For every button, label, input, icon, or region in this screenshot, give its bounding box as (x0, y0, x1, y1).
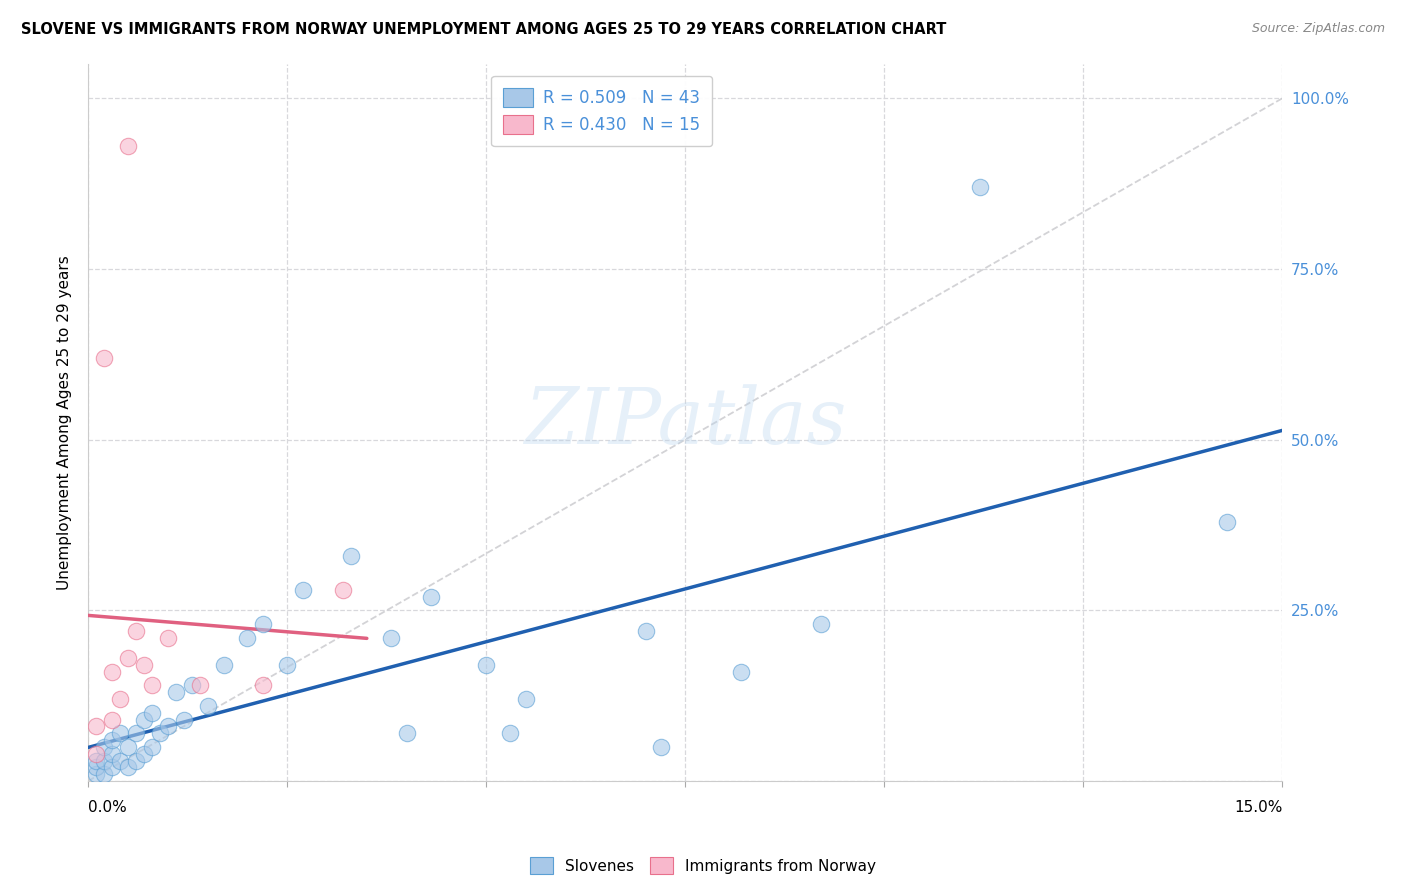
Text: SLOVENE VS IMMIGRANTS FROM NORWAY UNEMPLOYMENT AMONG AGES 25 TO 29 YEARS CORRELA: SLOVENE VS IMMIGRANTS FROM NORWAY UNEMPL… (21, 22, 946, 37)
Point (380, 631, 402, 645)
Point (84, 719, 107, 733)
Point (969, 180, 991, 194)
Point (236, 631, 259, 645)
Point (188, 678, 211, 692)
Point (101, 713, 124, 727)
Point (141, 739, 163, 754)
Point (419, 590, 441, 604)
Point (93, 767, 115, 781)
Point (141, 706, 163, 720)
Legend: R = 0.509   N = 43, R = 0.430   N = 15: R = 0.509 N = 43, R = 0.430 N = 15 (492, 76, 711, 146)
Point (252, 617, 274, 632)
Point (108, 754, 131, 768)
Point (101, 747, 124, 761)
Point (276, 657, 298, 672)
Point (515, 692, 537, 706)
Text: 0.0%: 0.0% (89, 799, 127, 814)
Point (117, 651, 139, 665)
Point (101, 733, 124, 747)
Point (108, 726, 131, 740)
Point (93, 351, 115, 365)
Point (84, 747, 107, 761)
Point (212, 657, 235, 672)
Point (173, 713, 195, 727)
Point (84, 767, 107, 781)
Point (93, 754, 115, 768)
Point (132, 657, 155, 672)
Point (84, 754, 107, 768)
Point (252, 678, 274, 692)
Point (499, 726, 522, 740)
Point (125, 726, 148, 740)
Point (634, 624, 657, 638)
Point (125, 754, 148, 768)
Point (117, 739, 139, 754)
Point (292, 582, 315, 597)
Point (84, 760, 107, 774)
Point (180, 678, 202, 692)
Point (810, 617, 832, 632)
Y-axis label: Unemployment Among Ages 25 to 29 years: Unemployment Among Ages 25 to 29 years (58, 255, 72, 590)
Point (475, 657, 498, 672)
Point (730, 665, 752, 679)
Point (93, 739, 115, 754)
Text: ZIPatlas: ZIPatlas (524, 384, 846, 460)
Point (197, 698, 219, 713)
Point (156, 631, 179, 645)
Legend: Slovenes, Immigrants from Norway: Slovenes, Immigrants from Norway (524, 851, 882, 880)
Text: Source: ZipAtlas.com: Source: ZipAtlas.com (1251, 22, 1385, 36)
Point (650, 739, 672, 754)
Point (340, 549, 363, 563)
Point (165, 685, 187, 699)
Point (117, 139, 139, 153)
Point (101, 760, 124, 774)
Text: 15.0%: 15.0% (1234, 799, 1282, 814)
Point (332, 582, 354, 597)
Point (149, 726, 172, 740)
Point (125, 624, 148, 638)
Point (132, 713, 155, 727)
Point (141, 678, 163, 692)
Point (117, 760, 139, 774)
Point (156, 719, 179, 733)
Point (395, 726, 418, 740)
Point (108, 692, 131, 706)
Point (132, 747, 155, 761)
Point (101, 665, 124, 679)
Point (1216, 515, 1239, 529)
